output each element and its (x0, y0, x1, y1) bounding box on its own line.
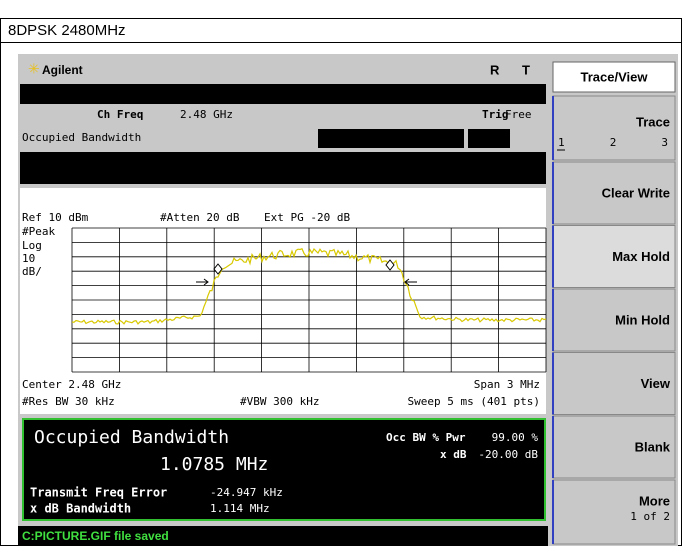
graph-area (20, 188, 546, 414)
occ-label: Occ BW % Pwr (386, 431, 466, 444)
ch-freq-value: 2.48 GHz (180, 108, 233, 121)
scale: 10 (22, 252, 35, 265)
softkey-title-box (552, 61, 676, 93)
occ-value: 99.00 % (492, 431, 539, 444)
softkey-option: 3 (661, 136, 668, 149)
trig-value: Free (505, 108, 532, 121)
softkey-label: Trace (636, 114, 670, 129)
softkey-option: 1 (558, 136, 565, 149)
softkey[interactable] (552, 161, 676, 225)
softkey-label: Max Hold (612, 249, 670, 264)
box (318, 129, 464, 148)
logo: ✳ (28, 61, 40, 77)
tfe-label: Transmit Freq Error (30, 486, 167, 500)
scale: #Peak (22, 225, 55, 238)
results-title: Occupied Bandwidth (34, 427, 229, 448)
box (468, 129, 510, 148)
softkey[interactable] (552, 288, 676, 352)
scale: dB/ (22, 265, 42, 278)
res-bw: #Res BW 30 kHz (22, 395, 115, 408)
xbw-value: 1.114 MHz (210, 502, 270, 515)
grid (71, 227, 547, 373)
center: Center 2.48 GHz (22, 378, 121, 391)
black-bar (20, 152, 546, 184)
softkey-label: Blank (635, 439, 671, 454)
scale: Log (22, 239, 42, 252)
trace (71, 247, 547, 325)
span: Span 3 MHz (474, 378, 540, 391)
brand: Agilent (42, 63, 83, 77)
vbw: #VBW 300 kHz (240, 395, 319, 408)
softkey-option: 2 (610, 136, 617, 149)
softkey[interactable] (552, 95, 676, 161)
results-box (22, 418, 546, 521)
xdb-label: x dB (440, 448, 467, 461)
softkey[interactable] (552, 352, 676, 415)
status-r: R (490, 62, 500, 77)
softkey[interactable] (552, 225, 676, 288)
xdb-value: -20.00 dB (478, 448, 538, 461)
header-title: 8DPSK 2480MHz (8, 22, 126, 39)
ref: Ref 10 dBm (22, 211, 89, 224)
status-bar (18, 526, 548, 546)
xbw-label: x dB Bandwidth (30, 502, 131, 516)
black-bar (20, 84, 546, 104)
ext-pg: Ext PG -20 dB (264, 211, 350, 224)
softkey-label: Min Hold (615, 312, 670, 327)
trig-label: Trig (482, 108, 509, 121)
softkey-label: View (641, 376, 671, 391)
softkey-title: Trace/View (581, 69, 649, 84)
softkey[interactable] (552, 479, 676, 545)
softkey-label: Clear Write (602, 185, 670, 200)
results-value: 1.0785 MHz (160, 454, 268, 475)
sweep: Sweep 5 ms (401 pts) (408, 395, 540, 408)
tfe-value: -24.947 kHz (210, 486, 283, 499)
softkey-sub: 1 of 2 (630, 510, 670, 523)
arrows (196, 278, 417, 286)
softkey-label: More (639, 493, 670, 508)
status-t: T (522, 62, 530, 77)
atten: #Atten 20 dB (160, 211, 240, 224)
status-text: C:PICTURE.GIF file saved (22, 529, 169, 543)
markers (213, 259, 395, 275)
measurement: Occupied Bandwidth (22, 131, 141, 144)
ch-freq-label: Ch Freq (97, 108, 143, 121)
